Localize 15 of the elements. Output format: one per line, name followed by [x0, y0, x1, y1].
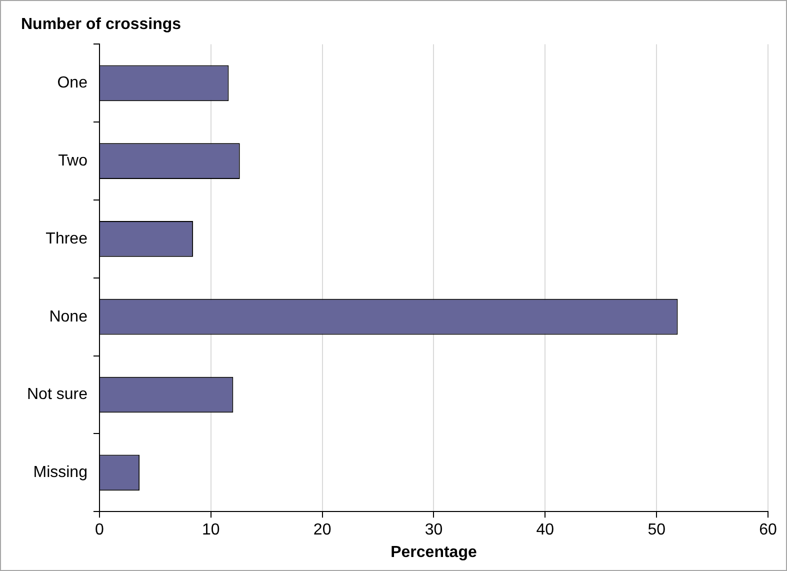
chart-title: Number of crossings	[21, 16, 182, 34]
y-tick-label: Missing	[33, 464, 88, 482]
x-tick-label: 0	[95, 522, 104, 539]
x-tick-label: 40	[536, 522, 554, 539]
x-tick-label: 50	[648, 522, 666, 539]
y-tick-label: One	[57, 74, 88, 92]
x-tick-label: 30	[424, 522, 443, 539]
y-tick-label: None	[49, 308, 88, 326]
x-axis-title: Percentage	[390, 544, 477, 561]
y-tick-label: Not sure	[27, 386, 88, 404]
y-tick-label: Three	[46, 230, 88, 248]
y-tick-label: Two	[58, 152, 88, 170]
x-tick-label: 60	[759, 522, 777, 539]
x-tick-label: 20	[313, 522, 332, 539]
x-tick-label: 10	[202, 522, 220, 539]
